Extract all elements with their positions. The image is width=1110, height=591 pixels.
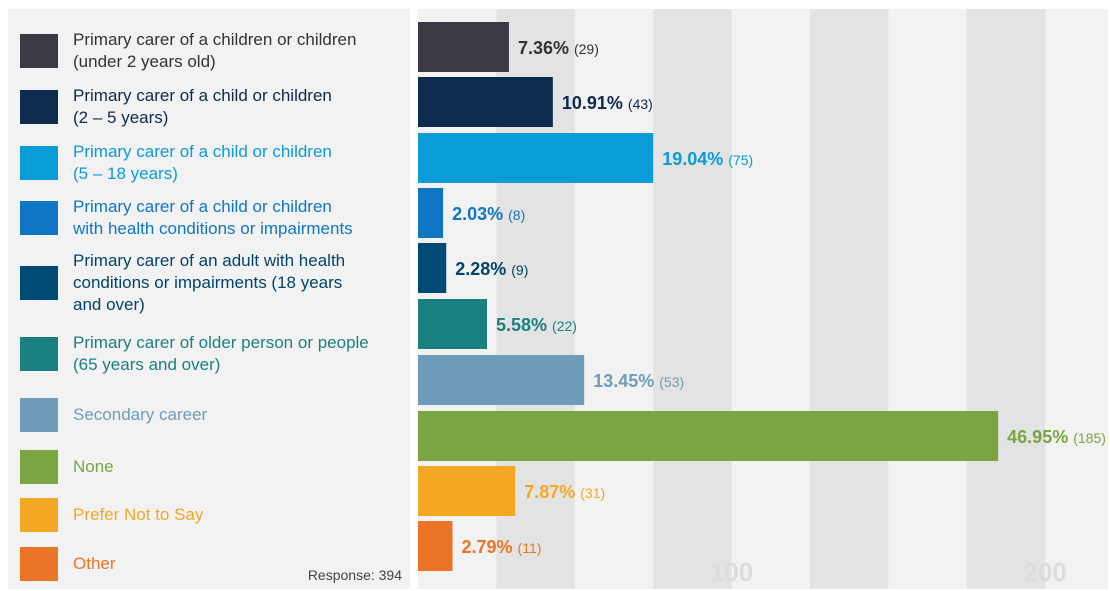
legend-swatch bbox=[20, 90, 58, 124]
legend-swatch bbox=[20, 146, 58, 180]
bar bbox=[418, 188, 444, 238]
legend-swatch bbox=[20, 450, 58, 484]
legend-item: Other bbox=[20, 547, 410, 581]
bar-value-label: 2.79% (11) bbox=[461, 537, 541, 557]
response-count: Response: 394 bbox=[307, 567, 402, 583]
legend-label: Other bbox=[73, 554, 116, 573]
bar-value-label: 2.28% (9) bbox=[455, 259, 528, 279]
legend-item: Primary carer of a child or children wit… bbox=[20, 196, 410, 240]
bar bbox=[418, 299, 487, 349]
bar-value-label: 19.04% (75) bbox=[662, 149, 753, 169]
legend-swatch bbox=[20, 201, 58, 235]
bar bbox=[418, 355, 585, 405]
grid-band bbox=[966, 9, 1046, 589]
bar-value-label: 2.03% (8) bbox=[452, 204, 525, 224]
bar-value-label: 7.87% (31) bbox=[524, 482, 605, 502]
legend-item: Primary carer of older person or people … bbox=[20, 332, 410, 376]
legend-label: Primary carer of a children or children … bbox=[73, 30, 357, 71]
bar bbox=[418, 521, 453, 571]
bar bbox=[418, 243, 447, 293]
bar bbox=[418, 411, 999, 461]
bar bbox=[418, 22, 509, 72]
legend-panel: Primary carer of a children or children … bbox=[8, 9, 410, 589]
legend-label: Primary carer of a child or children wit… bbox=[73, 197, 353, 238]
legend-label: Secondary career bbox=[73, 405, 208, 424]
bar-chart: 100 200 7.36% (29) 10.91% (43) 19.04% (75) 2.03%… bbox=[418, 9, 1108, 589]
bar-value-label: 13.45% (53) bbox=[593, 371, 684, 391]
x-tick-label: 200 bbox=[1024, 557, 1067, 587]
legend-item: None bbox=[20, 450, 410, 484]
legend-label: Prefer Not to Say bbox=[73, 505, 204, 524]
bar-value-label: 5.58% (22) bbox=[496, 315, 577, 335]
x-tick-label: 100 bbox=[710, 557, 753, 587]
legend-item: Secondary career bbox=[20, 398, 410, 432]
bar bbox=[418, 466, 516, 516]
bar bbox=[418, 77, 553, 127]
legend-item: Prefer Not to Say bbox=[20, 498, 410, 532]
legend-swatch bbox=[20, 337, 58, 371]
legend-label: Primary carer of older person or people … bbox=[73, 333, 369, 374]
bar-value-label: 10.91% (43) bbox=[562, 93, 653, 113]
legend-label: Primary carer of a child or children (2 … bbox=[73, 86, 332, 127]
bar-value-label: 7.36% (29) bbox=[518, 38, 599, 58]
legend-item: Primary carer of an adult with health co… bbox=[20, 250, 410, 316]
legend-label: None bbox=[73, 457, 114, 476]
legend-label: Primary carer of a child or children (5 … bbox=[73, 142, 332, 183]
legend-swatch bbox=[20, 398, 58, 432]
legend-swatch bbox=[20, 266, 58, 300]
grid-band bbox=[810, 9, 889, 589]
legend-item: Primary carer of a children or children … bbox=[20, 29, 410, 73]
bar-value-label: 46.95% (185) bbox=[1007, 427, 1106, 447]
bar bbox=[418, 133, 654, 183]
legend-swatch bbox=[20, 34, 58, 68]
legend-swatch bbox=[20, 547, 58, 581]
legend-item: Primary carer of a child or children (2 … bbox=[20, 85, 410, 129]
legend-item: Primary carer of a child or children (5 … bbox=[20, 141, 410, 185]
legend-swatch bbox=[20, 498, 58, 532]
grid-band bbox=[653, 9, 732, 589]
legend-label: Primary carer of an adult with health co… bbox=[73, 251, 346, 314]
